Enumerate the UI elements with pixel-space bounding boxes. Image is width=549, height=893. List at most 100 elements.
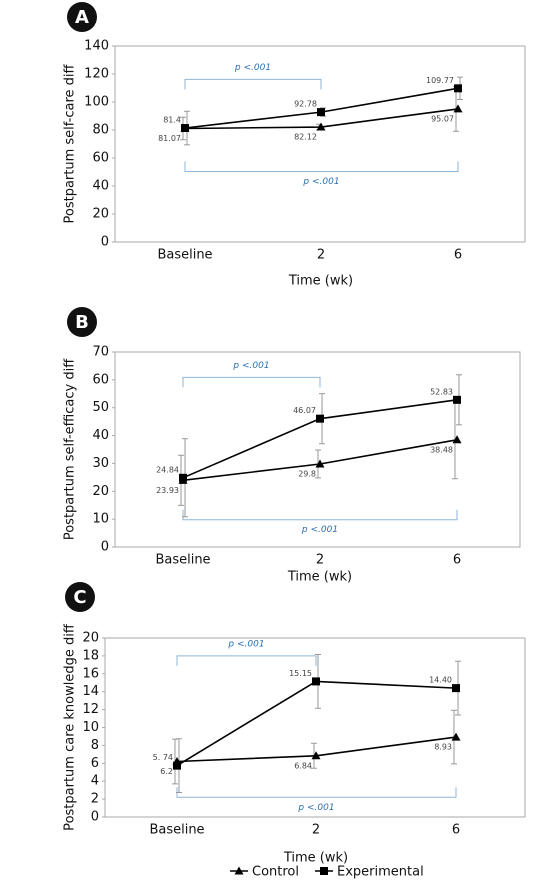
marker-triangle — [453, 104, 463, 113]
p-annotation: p <.001 — [234, 63, 271, 73]
x-axis-label: Time (wk) — [287, 570, 352, 585]
marker-triangle — [452, 435, 462, 444]
value-label: 23.93 — [156, 486, 179, 495]
y-tick-label: 16 — [82, 666, 99, 681]
marker-square — [181, 124, 189, 133]
panel-badge — [67, 307, 97, 337]
bracket — [184, 161, 459, 172]
x-tick-label: 2 — [317, 248, 325, 263]
value-label: 24.84 — [156, 465, 179, 474]
value-label: 95.07 — [431, 114, 454, 123]
x-axis-label: Time (wk) — [283, 851, 348, 866]
p-annotation: p <.001 — [302, 177, 339, 187]
bracket — [176, 787, 457, 798]
marker-square — [316, 414, 324, 423]
legend-label: Experimental — [337, 865, 424, 880]
marker-square — [453, 395, 461, 404]
y-tick-label: 10 — [82, 720, 99, 735]
y-tick-label: 0 — [91, 810, 99, 825]
value-label: 82.12 — [294, 133, 317, 142]
marker-triangle — [316, 122, 326, 131]
value-label: 109.77 — [426, 76, 454, 85]
legend-marker — [320, 867, 328, 875]
bracket — [176, 655, 317, 666]
marker-triangle — [451, 732, 461, 741]
value-label: 92.78 — [294, 100, 317, 109]
value-label: 46.07 — [293, 406, 316, 415]
y-axis-label: Postpartum self-care diff — [63, 63, 78, 223]
x-tick-label: Baseline — [149, 823, 204, 838]
marker-square — [317, 108, 325, 117]
y-tick-label: 0 — [101, 235, 109, 250]
marker-square — [312, 677, 320, 686]
panel-label: B — [75, 312, 89, 333]
x-tick-label: 2 — [316, 553, 324, 568]
x-tick-label: Baseline — [155, 553, 210, 568]
value-label: 81.07 — [158, 134, 181, 143]
p-annotation: p <.001 — [301, 525, 338, 535]
y-tick-label: 0 — [101, 540, 109, 555]
bracket — [184, 78, 322, 90]
panel-label: A — [75, 7, 89, 28]
p-annotation: p <.001 — [297, 803, 334, 813]
plot-frame — [104, 637, 526, 818]
y-tick-label: 10 — [92, 512, 109, 527]
y-tick-label: 8 — [91, 738, 99, 753]
y-tick-label: 4 — [91, 774, 99, 789]
y-tick-label: 20 — [92, 484, 109, 499]
value-label: 6.2 — [160, 767, 173, 776]
x-tick-label: Baseline — [157, 248, 212, 263]
marker-triangle — [311, 751, 321, 760]
y-tick-label: 120 — [84, 67, 109, 82]
y-tick-label: 50 — [92, 400, 109, 415]
legend-label: Control — [252, 865, 299, 880]
x-tick-label: 2 — [312, 823, 320, 838]
y-tick-label: 14 — [82, 684, 99, 699]
y-axis-label: Postpartum care knowledge diff — [63, 623, 78, 831]
y-tick-label: 70 — [92, 345, 109, 360]
y-tick-label: 12 — [82, 702, 99, 717]
x-tick-label: 6 — [452, 823, 460, 838]
legend-marker — [234, 866, 244, 875]
value-label: 8.93 — [434, 743, 452, 752]
panel-badge — [67, 2, 97, 32]
y-tick-label: 40 — [92, 179, 109, 194]
y-tick-label: 60 — [92, 372, 109, 387]
value-label: 15.15 — [289, 669, 312, 678]
value-label: 5. 74 — [153, 753, 173, 762]
x-axis-label: Time (wk) — [288, 274, 353, 289]
y-tick-label: 60 — [92, 151, 109, 166]
plot-frame — [114, 45, 526, 243]
y-tick-label: 20 — [82, 631, 99, 646]
y-tick-label: 2 — [91, 792, 99, 807]
panel-badge — [65, 582, 95, 612]
marker-square — [454, 84, 462, 93]
p-annotation: p <.001 — [232, 361, 269, 371]
panel-label: C — [73, 587, 86, 608]
p-annotation: p <.001 — [227, 639, 264, 649]
y-tick-label: 20 — [92, 207, 109, 222]
value-label: 29.8 — [298, 469, 316, 478]
y-tick-label: 80 — [92, 123, 109, 138]
y-tick-label: 40 — [92, 428, 109, 443]
marker-triangle — [315, 459, 325, 468]
y-axis-label: Postpartum self-efficacy diff — [63, 358, 78, 540]
y-tick-label: 140 — [84, 39, 109, 54]
marker-square — [179, 473, 187, 482]
y-tick-label: 6 — [91, 756, 99, 771]
y-tick-label: 18 — [82, 648, 99, 663]
value-label: 52.83 — [430, 387, 453, 396]
marker-square — [452, 684, 460, 693]
bracket — [182, 509, 458, 521]
bracket — [182, 376, 321, 388]
value-label: 6.84 — [294, 761, 312, 770]
x-tick-label: 6 — [454, 248, 462, 263]
value-label: 81.4 — [163, 116, 181, 125]
x-tick-label: 6 — [453, 553, 461, 568]
plot-frame — [114, 351, 521, 548]
value-label: 14.40 — [429, 676, 452, 685]
y-tick-label: 30 — [92, 456, 109, 471]
y-tick-label: 100 — [84, 95, 109, 110]
value-label: 38.48 — [430, 445, 453, 454]
